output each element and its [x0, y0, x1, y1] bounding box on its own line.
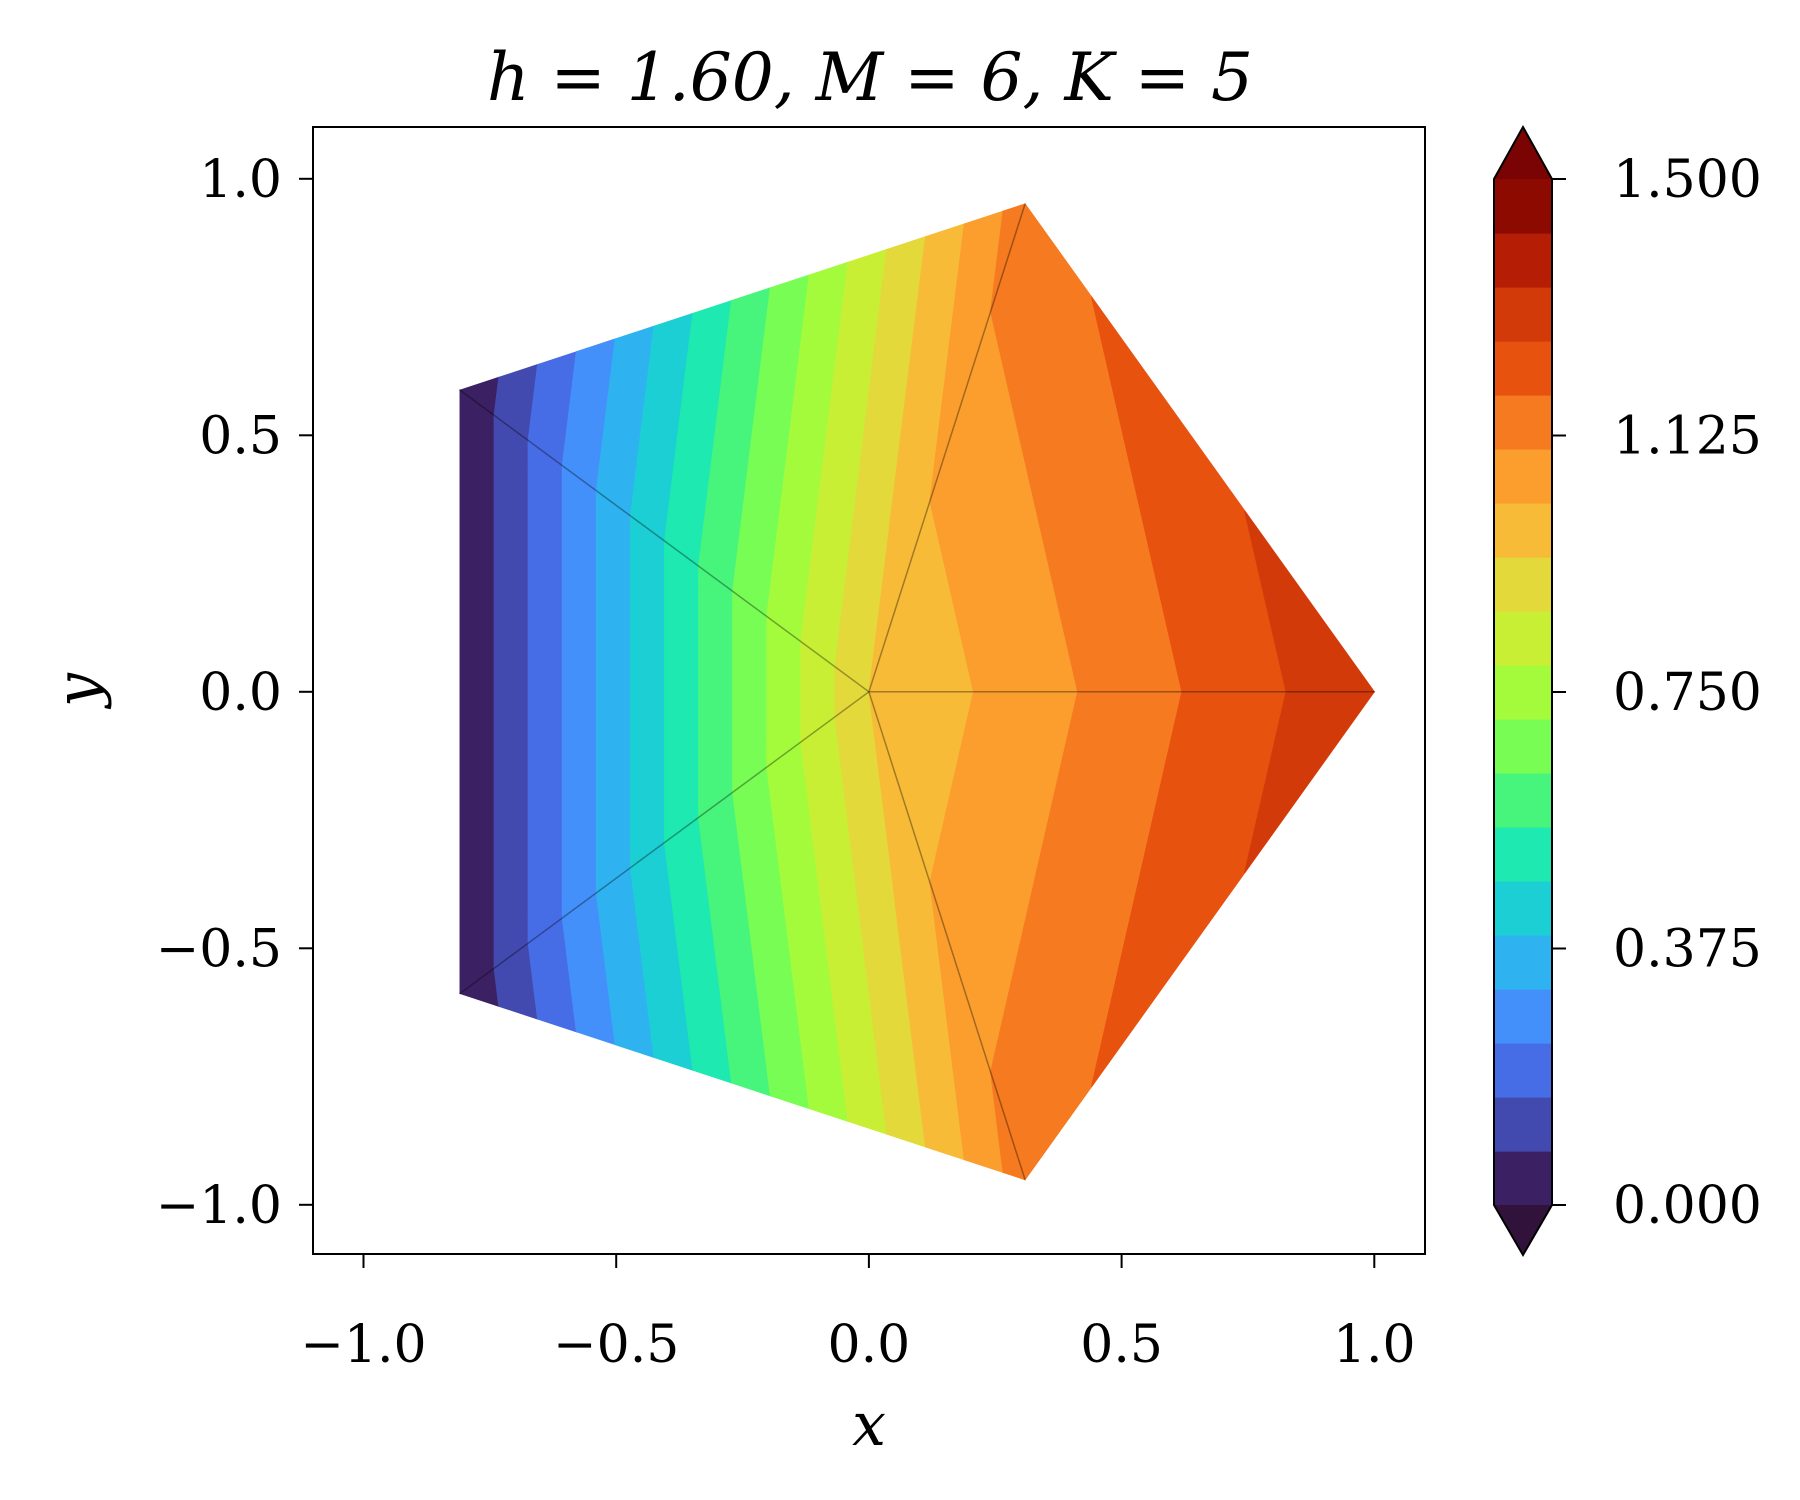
contour-band-3: [561, 464, 597, 919]
contour-fills: [458, 202, 1376, 1181]
chart-title: h = 1.60, M = 6, K = 5: [487, 39, 1253, 116]
x-tick-label: 0.5: [1080, 1315, 1163, 1375]
colorbar-tick-label: 1.125: [1613, 407, 1762, 467]
colorbar-band-5: [1494, 881, 1552, 936]
mesh-edge: [868, 691, 1026, 1180]
colorbar-band-8: [1494, 719, 1552, 774]
colorbar-band-11: [1494, 557, 1552, 612]
contour-band-16: [1244, 691, 1376, 874]
colorbar-band-2: [1494, 1043, 1552, 1098]
colorbar-band-6: [1494, 827, 1552, 882]
contour-band-0: [459, 389, 495, 995]
contour-band-4: [595, 489, 631, 894]
mesh-edge: [459, 691, 870, 995]
mesh-edge: [459, 389, 870, 693]
colorbar: 0.000 0.375 0.750 1.125 1.500: [1493, 124, 1762, 1257]
colorbar-tick-label: 0.375: [1613, 920, 1762, 980]
colorbar-band-18: [1494, 179, 1552, 234]
colorbar-band-16: [1494, 287, 1552, 342]
colorbar-band-1: [1494, 1097, 1552, 1152]
contour-band-8: [732, 590, 768, 794]
contour-band-9: [766, 615, 802, 769]
colorbar-tick-label: 1.500: [1613, 150, 1762, 210]
contour-band-1: [493, 414, 529, 970]
y-tick-label: −0.5: [156, 919, 282, 979]
colorbar-tick-label: 0.750: [1613, 663, 1762, 723]
y-tick-label: 0.0: [199, 663, 282, 723]
contour-band-2: [527, 439, 563, 945]
contour-band-14: [990, 203, 1026, 312]
colorbar-extend-min: [1494, 1205, 1552, 1255]
colorbar-band-4: [1494, 935, 1552, 990]
colorbar-band-14: [1494, 395, 1552, 450]
mesh-lines: [459, 203, 1375, 1180]
colorbar-band-13: [1494, 449, 1552, 504]
y-tick-label: 1.0: [199, 150, 282, 210]
colorbar-extend-max: [1494, 127, 1552, 179]
colorbar-band-17: [1494, 233, 1552, 288]
x-axis-ticks: −1.0 −0.5 0.0 0.5 1.0: [300, 1254, 1416, 1375]
contour-band-5: [629, 514, 666, 869]
x-tick-label: −1.0: [300, 1315, 426, 1375]
colorbar-band-9: [1494, 665, 1552, 720]
y-tick-label: −1.0: [156, 1176, 282, 1236]
colorbar-tick-label: 0.000: [1613, 1176, 1762, 1236]
contour-band-6: [664, 540, 700, 844]
y-axis-label: y: [43, 672, 113, 710]
x-tick-label: −0.5: [553, 1315, 679, 1375]
contour-band-7: [698, 565, 734, 819]
colorbar-band-15: [1494, 341, 1552, 396]
mesh-edge: [868, 203, 1026, 693]
x-tick-label: 0.0: [828, 1315, 911, 1375]
colorbar-band-0: [1494, 1151, 1552, 1206]
colorbar-band-3: [1494, 989, 1552, 1044]
y-tick-label: 0.5: [199, 406, 282, 466]
colorbar-band-10: [1494, 611, 1552, 666]
x-axis-label: x: [852, 1390, 886, 1460]
colorbar-band-12: [1494, 503, 1552, 558]
y-axis-ticks: −1.0 −0.5 0.0 0.5 1.0: [156, 150, 313, 1236]
x-tick-label: 1.0: [1333, 1315, 1416, 1375]
colorbar-band-7: [1494, 773, 1552, 828]
